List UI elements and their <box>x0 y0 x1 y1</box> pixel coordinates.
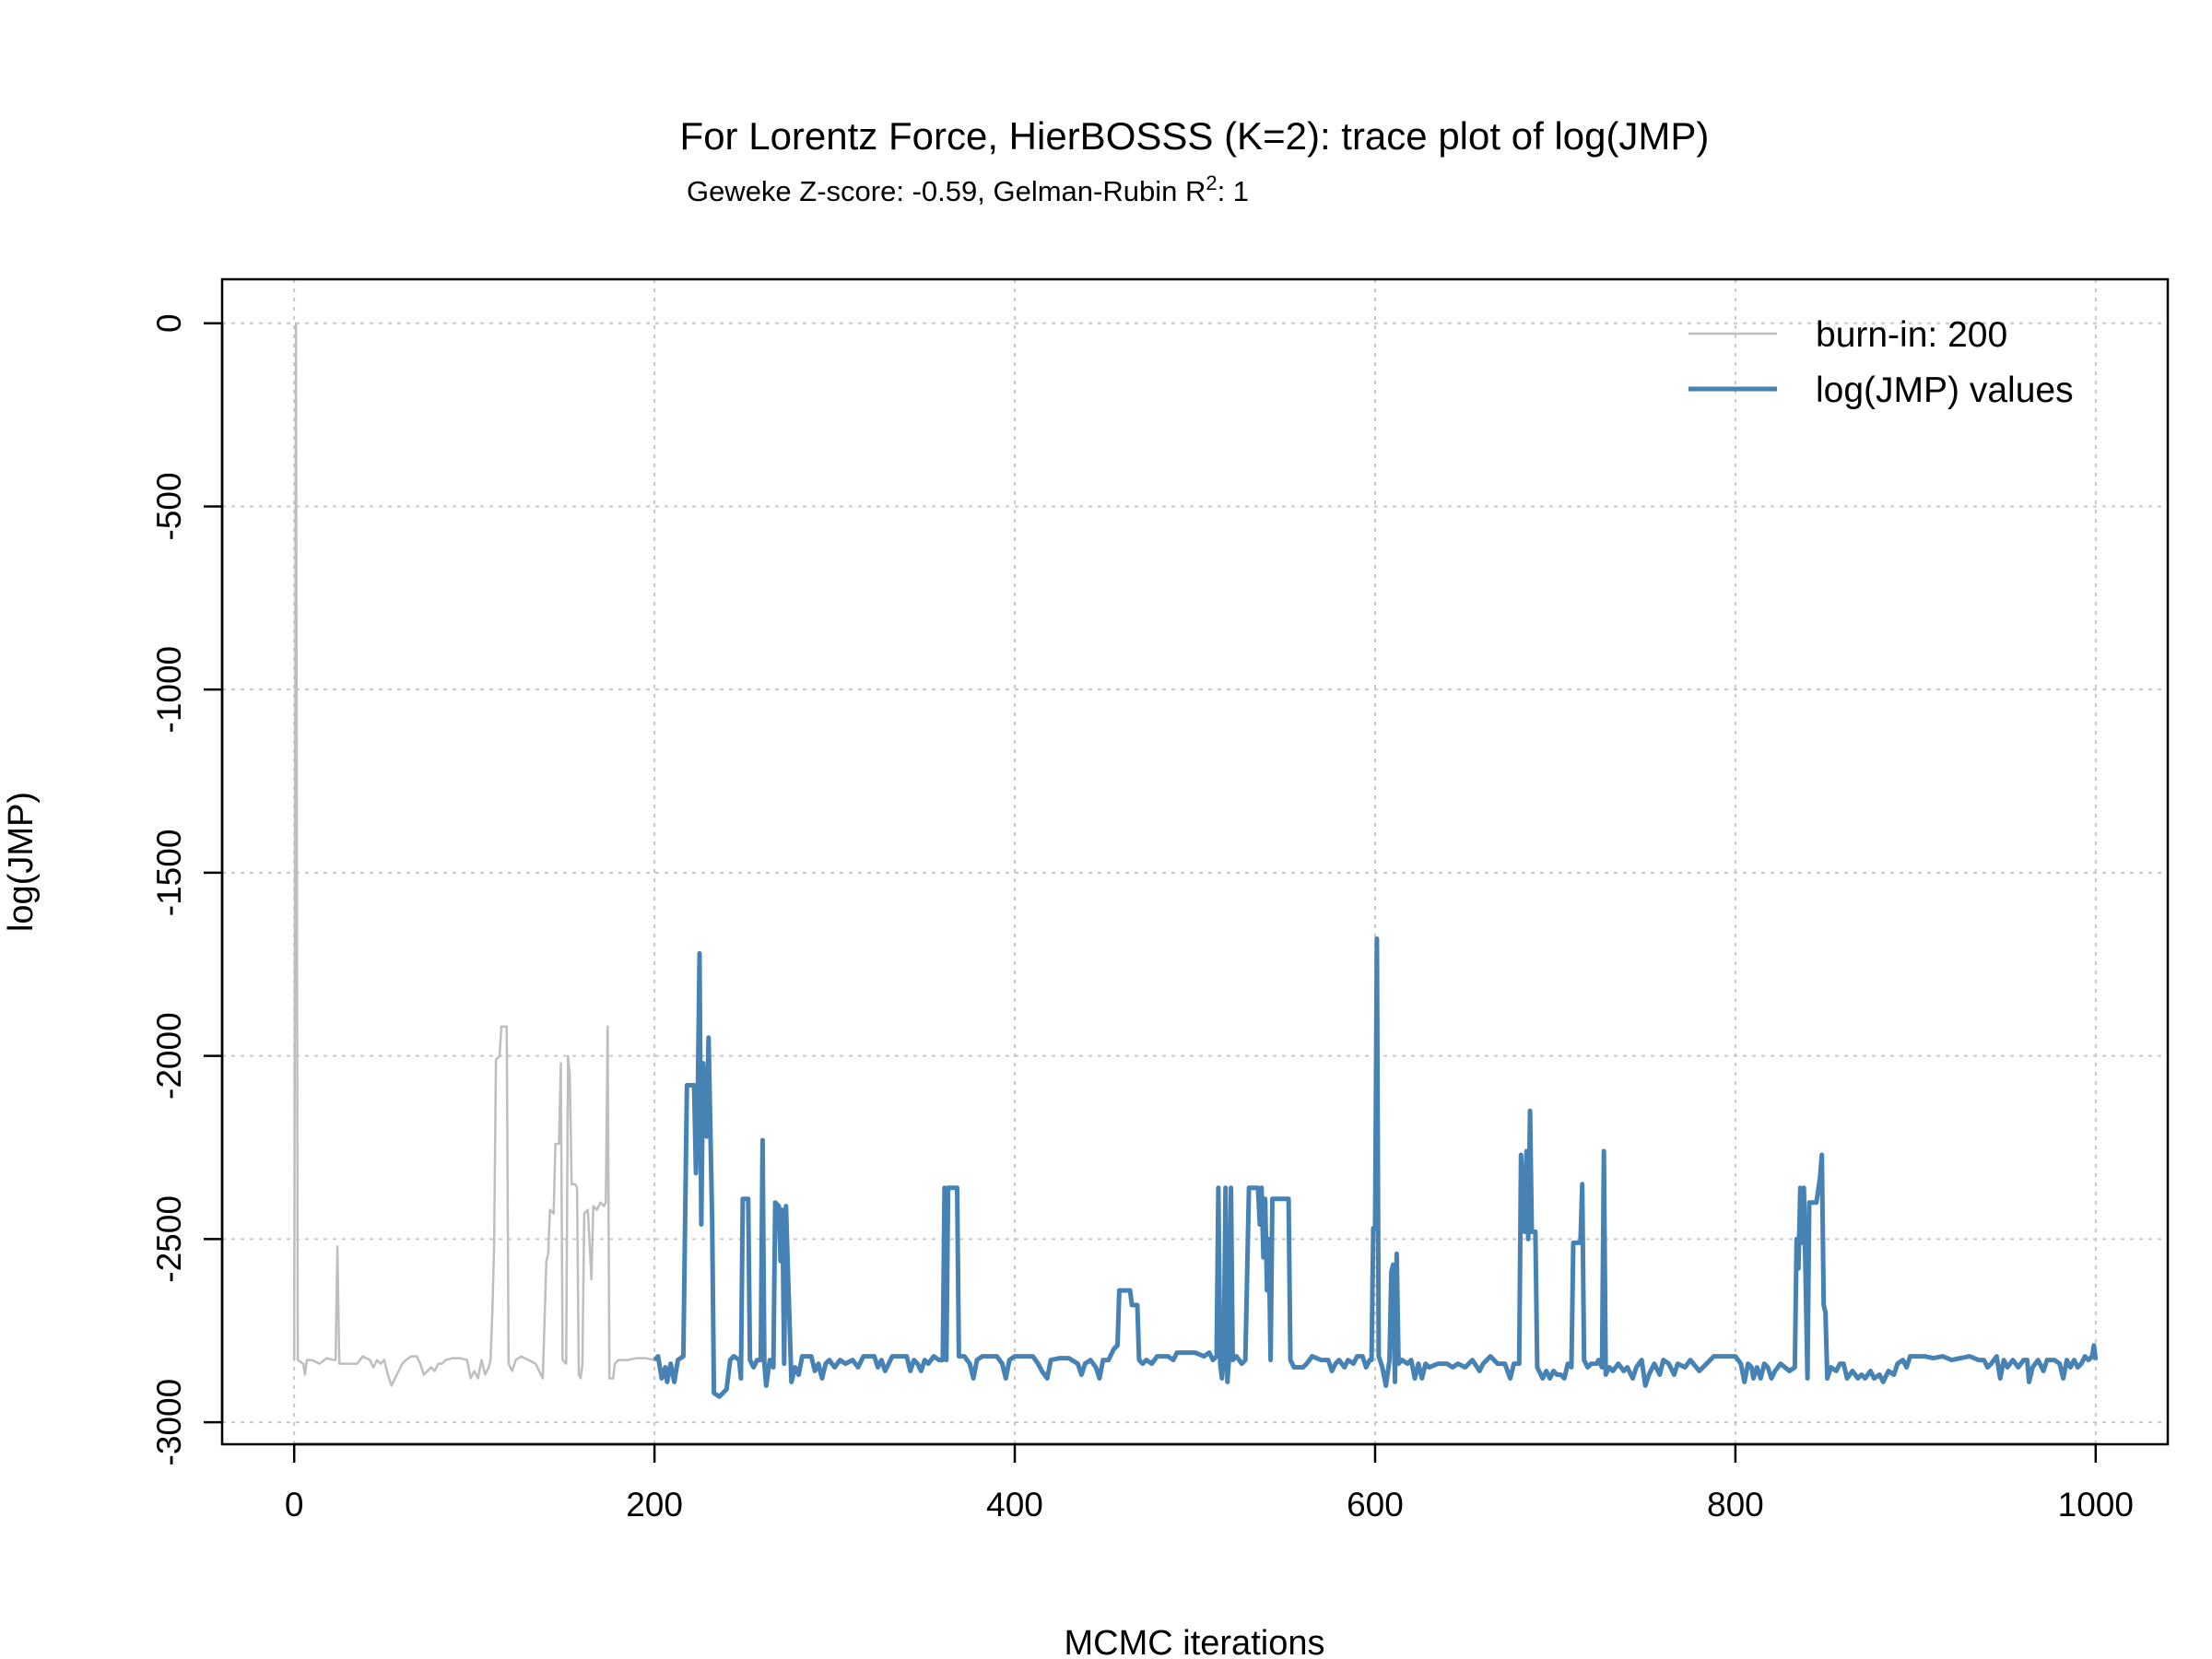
subtitle-end: : 1 <box>1218 175 1249 207</box>
chart-subtitle: Geweke Z-score: -0.59, Gelman-Rubin R2: … <box>687 171 1249 207</box>
y-tick-label: -3000 <box>150 1379 188 1466</box>
x-tick-label: 1000 <box>2058 1486 2134 1524</box>
y-tick-label: -1500 <box>150 830 188 917</box>
series-line-burn-in <box>292 322 655 1387</box>
x-axis-title: MCMC iterations <box>1065 1624 1325 1659</box>
subtitle-main: Geweke Z-score: -0.59, Gelman-Rubin R <box>687 175 1206 207</box>
legend: burn-in: 200 log(JMP) values <box>1688 315 2074 410</box>
series-lines <box>292 322 2099 1399</box>
x-tick-label: 0 <box>285 1486 304 1524</box>
x-tick-label: 400 <box>986 1486 1043 1524</box>
chart-title: For Lorentz Force, HierBOSSS (K=2): trac… <box>680 114 1710 158</box>
y-tick-label: -2500 <box>150 1195 188 1283</box>
y-tick-label: -1000 <box>150 646 188 734</box>
x-tick-label: 800 <box>1707 1486 1764 1524</box>
legend-label-burn-in: burn-in: 200 <box>1816 315 2007 355</box>
legend-label-values: log(JMP) values <box>1816 371 2074 410</box>
x-tick-label: 600 <box>1347 1486 1404 1524</box>
y-tick-label: -2000 <box>150 1012 188 1100</box>
x-tick-label: 200 <box>626 1486 683 1524</box>
y-axis-title: log(JMP) <box>2 792 41 932</box>
y-tick-label: -500 <box>150 472 188 540</box>
series-line-log-jmp <box>653 936 2099 1399</box>
plot-frame <box>220 277 2170 1446</box>
x-axis: 0 200 400 600 800 1000 <box>285 1442 2134 1524</box>
subtitle-superscript: 2 <box>1206 171 1217 194</box>
grid-lines <box>222 279 2168 1444</box>
y-axis: 0 -500 -1000 -1500 -2000 -2500 -3000 <box>150 313 224 1466</box>
y-tick-label: 0 <box>150 313 188 333</box>
